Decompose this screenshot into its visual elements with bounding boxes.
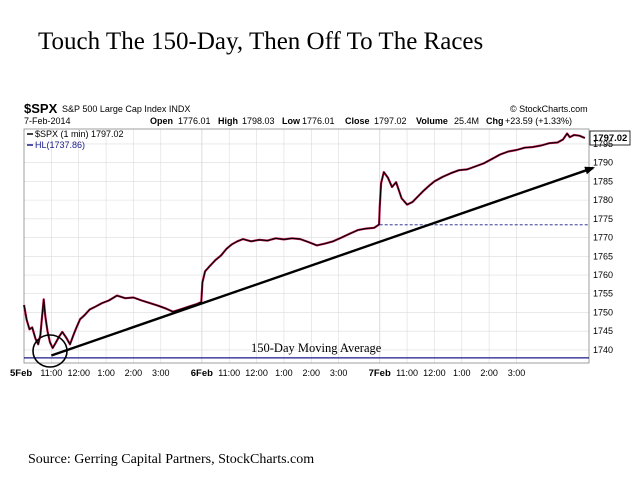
y-tick-label: 1765 <box>593 251 613 261</box>
x-tick-label: 11:00 <box>40 368 62 378</box>
x-tick-label: 1:00 <box>453 368 471 378</box>
close-value: 1797.02 <box>374 116 407 126</box>
high-value: 1798.03 <box>242 116 275 126</box>
y-tick-label: 1795 <box>593 139 613 149</box>
chg-label: Chg <box>486 116 504 126</box>
y-tick-label: 1770 <box>593 233 613 243</box>
header-date: 7-Feb-2014 <box>24 116 71 126</box>
low-label: Low <box>282 116 301 126</box>
x-tick-label: 3:00 <box>330 368 348 378</box>
x-tick-label: 2:00 <box>480 368 498 378</box>
x-tick-label: 12:00 <box>67 368 90 378</box>
x-tick-label: 1:00 <box>275 368 293 378</box>
open-label: Open <box>150 116 173 126</box>
x-tick-label: 12:00 <box>423 368 446 378</box>
x-tick-label: 12:00 <box>245 368 268 378</box>
y-tick-label: 1785 <box>593 176 613 186</box>
y-tick-label: 1760 <box>593 270 613 280</box>
index-name: S&P 500 Large Cap Index INDX <box>62 104 190 114</box>
x-tick-label: 7Feb <box>369 368 391 379</box>
x-tick-label: 1:00 <box>97 368 115 378</box>
x-tick-label: 11:00 <box>396 368 418 378</box>
chg-value: +23.59 (+1.33%) <box>505 116 572 126</box>
y-tick-label: 1790 <box>593 158 613 168</box>
y-tick-label: 1775 <box>593 214 613 224</box>
volume-label: Volume <box>416 116 448 126</box>
touch-highlight-circle <box>32 334 68 368</box>
y-tick-label: 1780 <box>593 195 613 205</box>
x-tick-label: 11:00 <box>218 368 240 378</box>
y-tick-label: 1750 <box>593 307 613 317</box>
price-series-line <box>23 132 586 349</box>
close-label: Close <box>345 116 370 126</box>
legend-price: $SPX (1 min) 1797.02 <box>35 129 124 139</box>
plot-frame <box>23 128 590 364</box>
x-tick-label: 5Feb <box>10 368 32 379</box>
x-tick-label: 3:00 <box>152 368 170 378</box>
chart-title: Touch The 150-Day, Then Off To The Races <box>38 28 484 55</box>
y-tick-label: 1740 <box>593 345 613 355</box>
moving-average-annotation: 150-Day Moving Average <box>251 341 382 355</box>
last-price-box <box>589 130 631 146</box>
x-tick-label: 2:00 <box>125 368 143 378</box>
y-tick-label: 1755 <box>593 289 613 299</box>
stockcharts-watermark: © StockCharts.com <box>510 104 588 114</box>
grid-lines <box>24 129 589 363</box>
low-value: 1776.01 <box>302 116 335 126</box>
x-tick-label: 3:00 <box>508 368 526 378</box>
trend-arrow <box>50 166 595 357</box>
legend-hl: HL(1737.86) <box>35 140 85 150</box>
last-price-label: 1797.02 <box>593 133 627 144</box>
x-tick-label: 6Feb <box>191 368 213 379</box>
symbol-label: $SPX <box>24 101 58 116</box>
source-caption: Source: Gerring Capital Partners, StockC… <box>28 452 315 467</box>
x-tick-label: 2:00 <box>303 368 321 378</box>
high-label: High <box>218 116 238 126</box>
open-value: 1776.01 <box>178 116 211 126</box>
volume-value: 25.4M <box>454 116 479 126</box>
y-tick-label: 1745 <box>593 326 613 336</box>
